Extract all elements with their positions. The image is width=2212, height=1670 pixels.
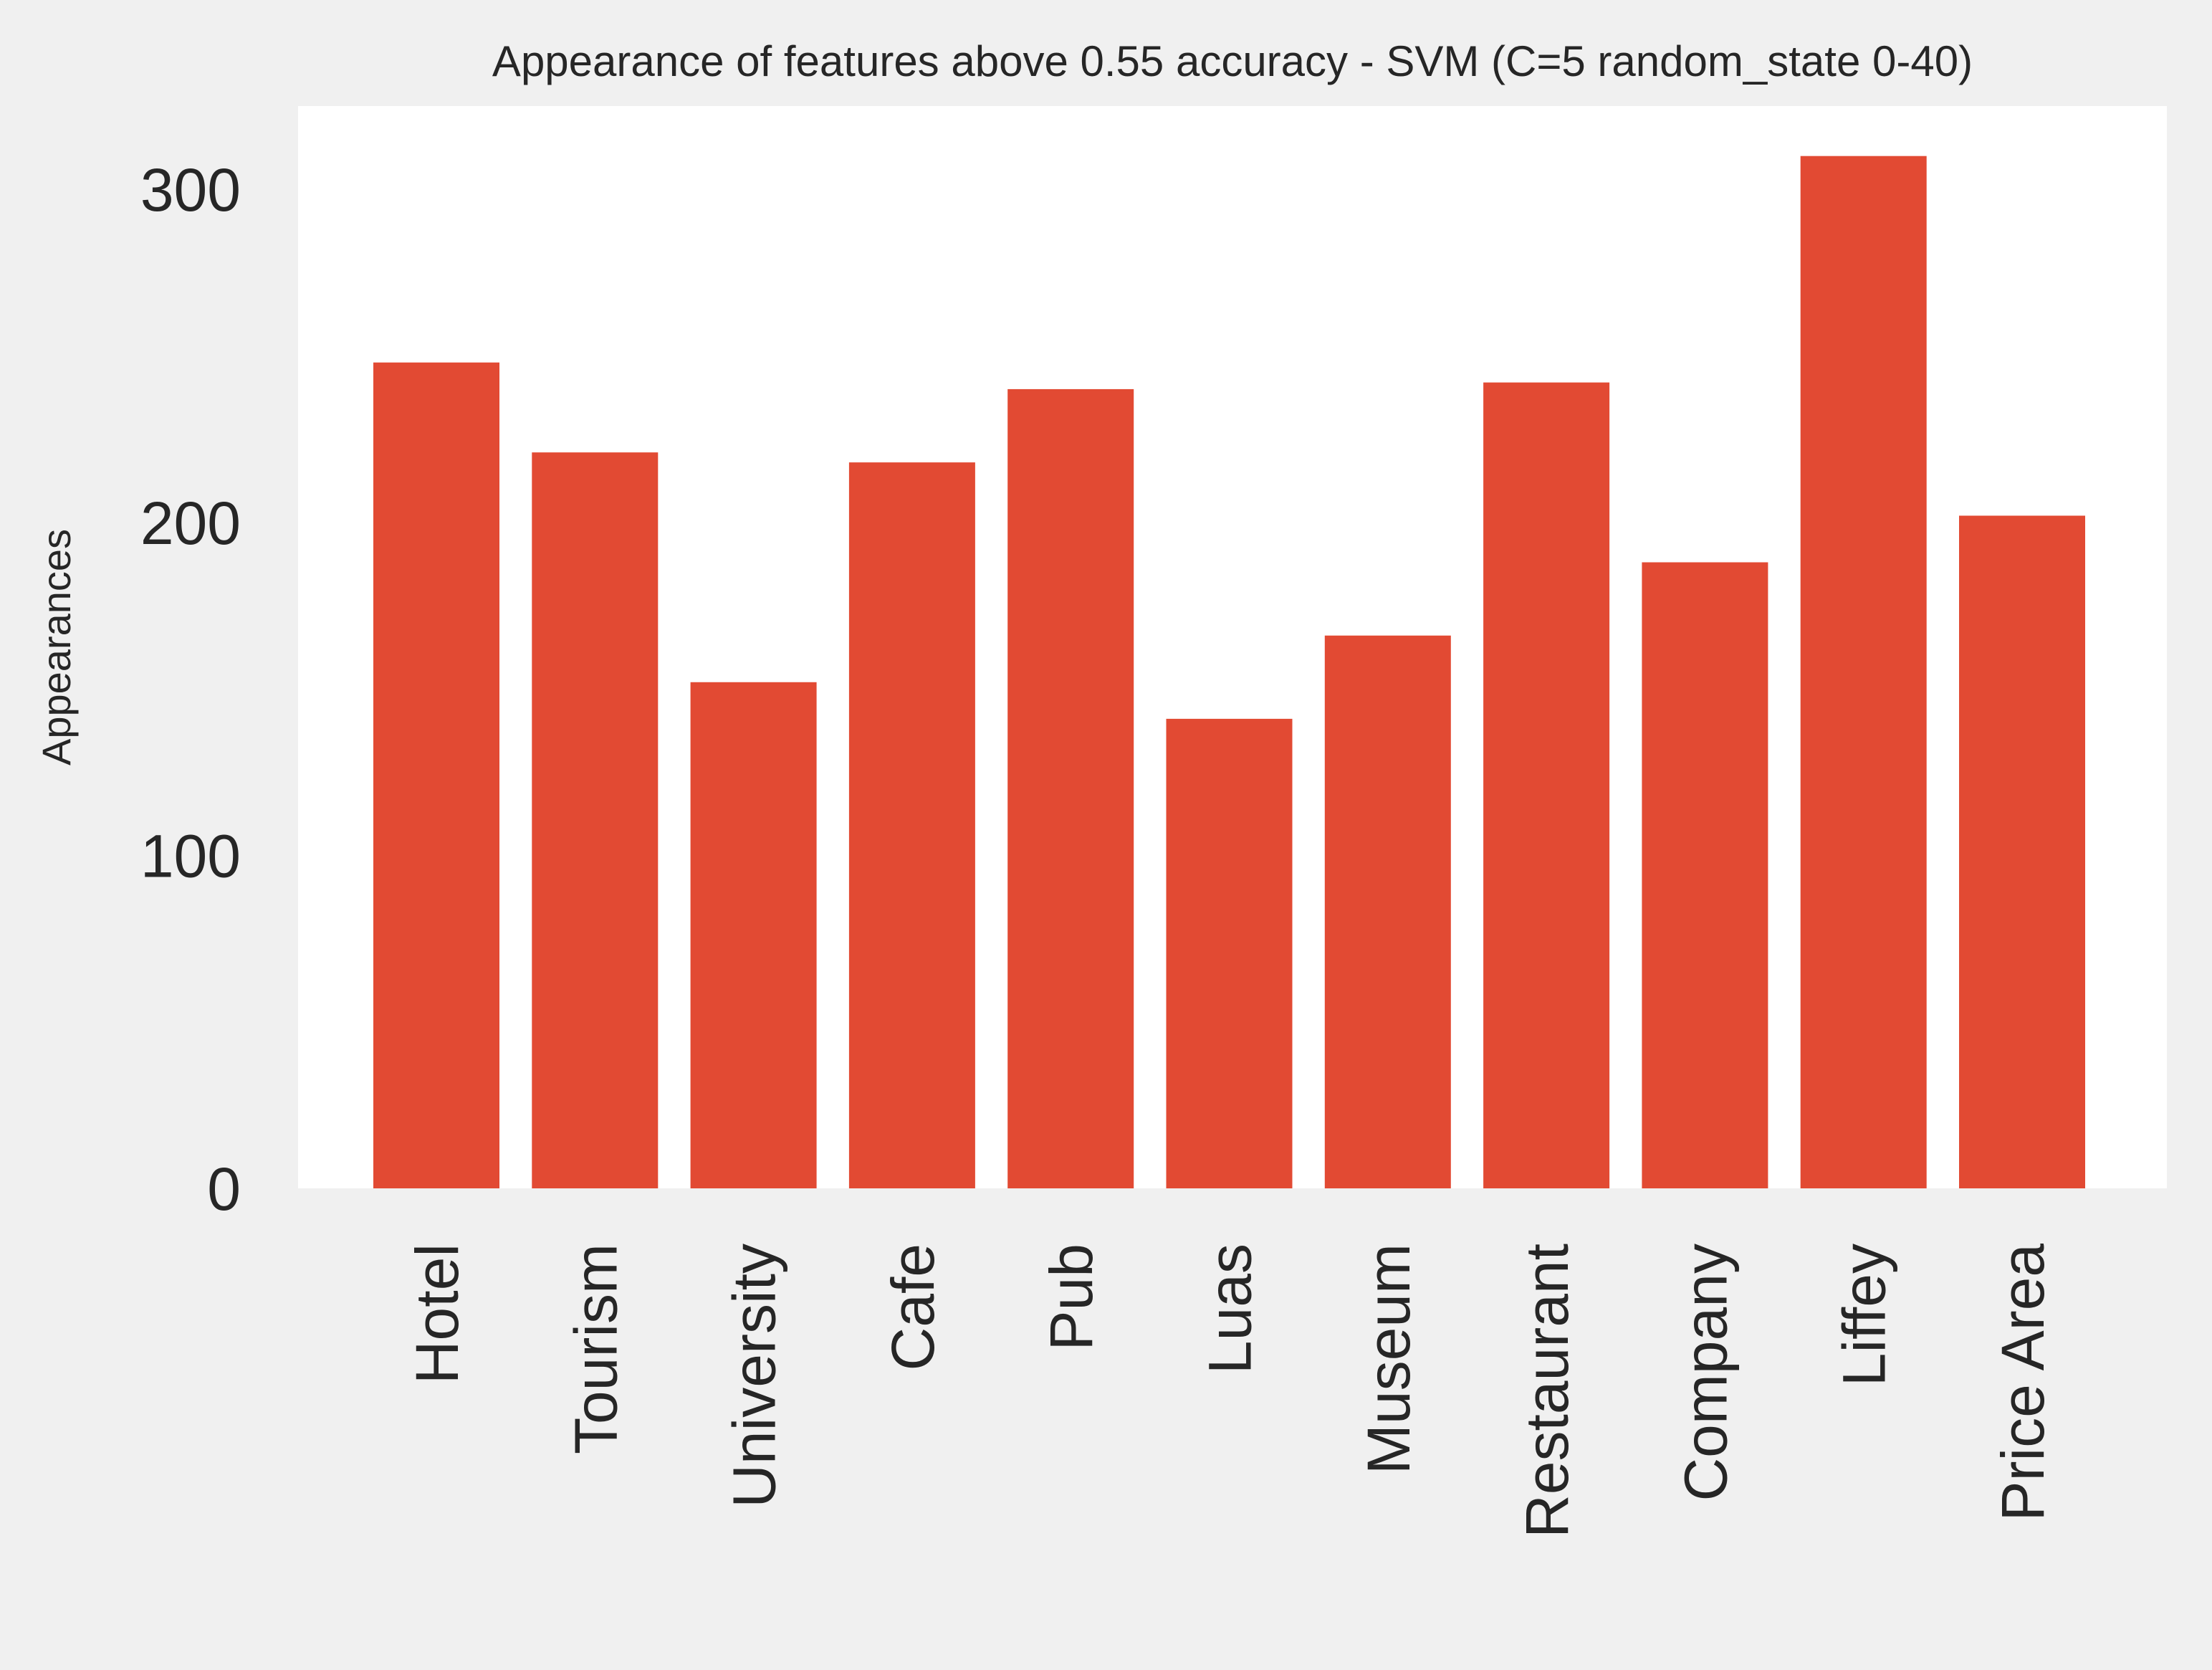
bar-liffey bbox=[1800, 156, 1927, 1189]
y-tick-label: 0 bbox=[207, 1155, 241, 1223]
chart-title: Appearance of features above 0.55 accura… bbox=[492, 37, 1973, 85]
x-tick-label: University bbox=[721, 1244, 788, 1508]
y-tick-label: 200 bbox=[140, 490, 241, 557]
x-tick-label: Restaurant bbox=[1513, 1244, 1581, 1538]
y-tick-label: 100 bbox=[140, 822, 241, 889]
bar-company bbox=[1642, 562, 1768, 1188]
bar-restaurant bbox=[1483, 382, 1610, 1188]
x-tick-label: Liffey bbox=[1831, 1244, 1898, 1386]
x-tick-label: Company bbox=[1672, 1244, 1739, 1502]
bar-price-area bbox=[1959, 515, 2085, 1188]
x-tick-label: Pub bbox=[1038, 1244, 1105, 1350]
x-tick-label: Hotel bbox=[403, 1244, 471, 1384]
y-axis-label: Appearances bbox=[34, 529, 79, 765]
y-axis-ticks: 0 100 200 300 bbox=[140, 156, 241, 1223]
bar-tourism bbox=[532, 452, 659, 1189]
bar-museum bbox=[1324, 635, 1451, 1188]
bar-pub bbox=[1007, 388, 1134, 1188]
y-tick-label: 300 bbox=[140, 156, 241, 224]
bar-university bbox=[690, 682, 817, 1188]
x-tick-label: Museum bbox=[1355, 1244, 1422, 1474]
x-tick-label: Cafe bbox=[879, 1244, 947, 1370]
bar-cafe bbox=[848, 462, 975, 1188]
x-tick-label: Tourism bbox=[562, 1244, 629, 1454]
x-axis-ticks: Hotel Tourism University Cafe Pub Luas Museum R… bbox=[403, 1244, 2057, 1538]
bar-hotel bbox=[373, 362, 499, 1188]
bars bbox=[373, 156, 2085, 1189]
x-tick-label: Price Area bbox=[1989, 1244, 2057, 1522]
bar-luas bbox=[1166, 718, 1293, 1188]
x-tick-label: Luas bbox=[1197, 1244, 1264, 1374]
